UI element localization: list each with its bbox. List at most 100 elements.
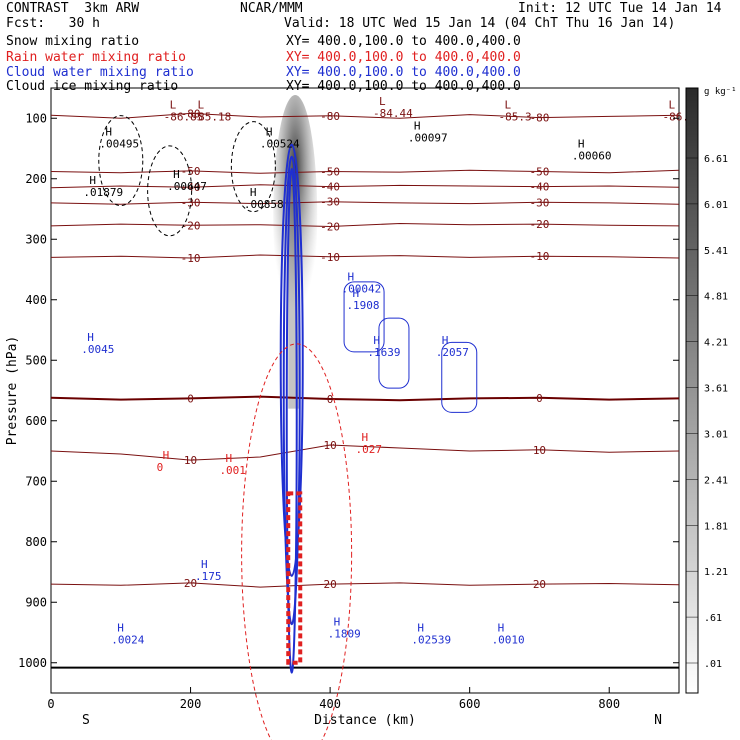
max-label-12: .027 [356, 443, 383, 456]
max-H-15: H [201, 558, 208, 571]
colorbar-label-9: 1.21 [704, 567, 728, 578]
field-snow-label: Snow mixing ratio [6, 34, 140, 49]
cloud-core-2 [279, 143, 304, 577]
max-H-1: H [266, 125, 273, 138]
hydrometeor-contours [98, 115, 478, 740]
max-label-10: .2057 [436, 346, 469, 359]
ice-region-2 [230, 121, 276, 213]
max-label-19: .0024 [111, 634, 144, 647]
colorbar-label-5: 3.61 [704, 384, 728, 395]
y-tick-label-2: 300 [25, 232, 47, 246]
max-label-16: .1809 [328, 628, 361, 641]
min-label-0: -86.85 [164, 110, 204, 123]
y-tick-label-3: 400 [25, 293, 47, 307]
cloud-core-0 [285, 167, 298, 674]
max-label-9: .1639 [367, 346, 400, 359]
temp-label-0-0: -80 [181, 107, 201, 120]
max-H-7: H [348, 271, 355, 284]
colorbar-gradient [685, 87, 699, 694]
temp-contour-3 [50, 201, 680, 205]
max-H-19: H [117, 622, 124, 635]
max-H-6: H [250, 186, 257, 199]
max-H-17: H [417, 622, 424, 635]
temp-label-0-2: -80 [530, 112, 550, 125]
colorbar-label-8: 1.81 [704, 521, 728, 532]
min-L-3: L [505, 98, 512, 111]
cloud-cell-1 [378, 317, 410, 389]
max-label-2: .00097 [408, 131, 448, 144]
min-label-4: -86. [663, 110, 690, 123]
temp-contour-7 [50, 444, 680, 461]
min-L-2: L [379, 95, 386, 108]
y-tick-label-4: 500 [25, 353, 47, 367]
x-axis-label: Distance (km) [314, 713, 416, 728]
max-label-11: .0045 [81, 343, 114, 356]
temp-contour-1 [50, 169, 680, 174]
rain-core [286, 491, 303, 665]
max-label-18: .0010 [492, 634, 525, 647]
max-label-14: .001 [219, 464, 246, 477]
temp-label-4-2: -20 [530, 218, 550, 231]
temp-label-8-2: 20 [533, 578, 546, 591]
temp-label-4-1: -20 [320, 221, 340, 234]
y-tick-label-8: 900 [25, 595, 47, 609]
field-ice-xy: XY= 400.0,100.0 to 400.0,400.0 [286, 79, 521, 94]
temp-contour-8 [50, 582, 680, 588]
temp-label-3-1: -30 [320, 196, 340, 209]
org-label: NCAR/MMM [240, 1, 303, 16]
x-tick-label-3: 600 [459, 697, 481, 711]
colorbar-label-4: 4.21 [704, 338, 728, 349]
max-label-13: 0 [157, 461, 164, 474]
x-tick-label-2: 400 [319, 697, 341, 711]
max-H-9: H [373, 334, 380, 347]
temp-label-5-1: -10 [320, 251, 340, 264]
temp-contour-6 [50, 395, 680, 402]
temp-label-1-2: -50 [530, 165, 550, 178]
temperature-contours: -80 -80 -80 -50 -50 -50 -40 -40 -40 -30 -30 -30 -20 -… [50, 107, 680, 591]
max-H-2: H [414, 119, 421, 132]
plot-border [50, 87, 680, 694]
max-H-12: H [362, 431, 369, 444]
min-label-2: -84.44 [373, 107, 413, 120]
model-title: CONTRAST 3km ARW [6, 1, 140, 16]
ice-region-1 [147, 145, 193, 237]
x-end-label-left: S [82, 713, 90, 728]
colorbar-label-1: 6.01 [704, 200, 728, 211]
max-label-17: .02539 [411, 634, 451, 647]
max-H-10: H [442, 334, 449, 347]
y-tick-label-7: 800 [25, 535, 47, 549]
min-L-4: L [669, 98, 676, 111]
max-H-13: H [163, 449, 170, 462]
temp-label-4-0: -20 [181, 219, 201, 232]
max-label-15: .175 [195, 570, 222, 583]
max-H-4: H [89, 174, 96, 187]
min-L-0: L [170, 98, 177, 111]
ice-region-0 [98, 115, 144, 207]
temp-label-2-1: -40 [320, 181, 340, 194]
field-cloud-label: Cloud water mixing ratio [6, 65, 194, 80]
field-rain-label: Rain water mixing ratio [6, 50, 187, 65]
temp-label-7-1: 10 [323, 439, 336, 452]
max-H-3: H [578, 138, 585, 151]
colorbar-label-11: .01 [704, 659, 722, 670]
rain-envelope [241, 343, 353, 740]
plot-frame [50, 87, 680, 694]
temp-contour-4 [50, 222, 680, 228]
min-label-1: -85.18 [192, 110, 232, 123]
colorbar: 6.61 6.01 5.41 4.81 4.21 3.61 3.01 2.41 1.81 1.21… [685, 87, 737, 694]
temp-label-3-0: -30 [181, 196, 201, 209]
field-snow-xy: XY= 400.0,100.0 to 400.0,400.0 [286, 34, 521, 49]
cloud-core-1 [282, 155, 301, 626]
temp-label-7-0: 10 [184, 454, 197, 467]
y-tick-label-5: 600 [25, 414, 47, 428]
max-H-0: H [105, 125, 112, 138]
x-tick-label-0: 0 [47, 697, 54, 711]
colorbar-label-2: 5.41 [704, 246, 728, 257]
max-label-1: .00524 [260, 137, 300, 150]
temp-label-0-1: -80 [320, 110, 340, 123]
colorbar-unit: g kg⁻¹ [704, 87, 737, 97]
cloud-cell-2 [441, 341, 478, 413]
min-label-3: -85.3 [499, 110, 532, 123]
